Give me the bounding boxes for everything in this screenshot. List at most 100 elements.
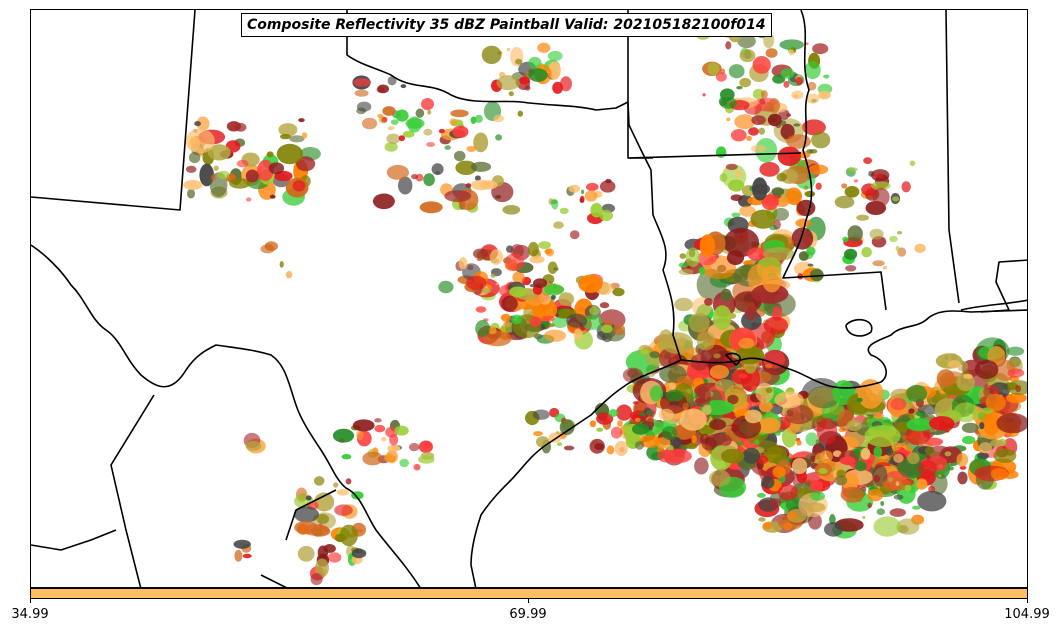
- reflectivity-blob: [354, 89, 369, 97]
- reflectivity-blob: [948, 466, 954, 471]
- reflectivity-blob: [185, 165, 197, 173]
- reflectivity-blob: [780, 123, 795, 140]
- reflectivity-blob: [857, 379, 884, 409]
- reflectivity-blob: [537, 42, 551, 53]
- reflectivity-blob: [431, 163, 444, 176]
- reflectivity-blob: [854, 460, 867, 472]
- reflectivity-blob: [841, 183, 848, 189]
- reflectivity-blob: [876, 508, 885, 515]
- reflectivity-blob: [824, 522, 844, 537]
- reflectivity-blob: [900, 448, 907, 453]
- reflectivity-blob: [871, 181, 891, 191]
- reflectivity-blob: [658, 408, 674, 421]
- reflectivity-blob: [292, 180, 306, 192]
- reflectivity-blob: [632, 423, 650, 435]
- reflectivity-blob: [713, 353, 721, 359]
- reflectivity-blob: [479, 180, 498, 190]
- reflectivity-blob: [380, 437, 387, 442]
- border-nm-co: [31, 10, 196, 211]
- reflectivity-blob: [959, 465, 967, 470]
- reflectivity-blob: [890, 397, 907, 411]
- reflectivity-blob: [815, 182, 822, 190]
- reflectivity-blob: [245, 169, 259, 183]
- reflectivity-blob: [563, 445, 575, 451]
- reflectivity-blob: [545, 248, 555, 257]
- reflectivity-blob: [961, 422, 979, 433]
- reflectivity-blob: [807, 81, 817, 91]
- reflectivity-blob: [842, 236, 849, 243]
- reflectivity-blob: [194, 121, 202, 127]
- reflectivity-blob: [829, 514, 836, 525]
- reflectivity-blob: [421, 98, 434, 111]
- reflectivity-blob: [599, 209, 613, 222]
- reflectivity-blob: [765, 387, 773, 394]
- border-ms-al: [945, 10, 960, 304]
- reflectivity-blob: [217, 170, 230, 180]
- reflectivity-blob: [763, 349, 786, 369]
- reflectivity-blob: [661, 426, 678, 441]
- reflectivity-blob: [856, 214, 869, 221]
- reflectivity-blob: [538, 241, 551, 250]
- reflectivity-blob: [196, 116, 210, 131]
- reflectivity-blob: [529, 284, 536, 288]
- reflectivity-blob: [481, 287, 492, 294]
- reflectivity-blob: [719, 173, 728, 183]
- reflectivity-blob: [730, 129, 747, 142]
- reflectivity-blob: [873, 413, 885, 419]
- reflectivity-blob: [806, 246, 816, 256]
- reflectivity-blob: [354, 548, 363, 554]
- reflectivity-blob: [746, 135, 752, 142]
- reflectivity-blob: [678, 262, 689, 268]
- reflectivity-blob: [285, 271, 293, 279]
- reflectivity-blob: [508, 91, 514, 97]
- reflectivity-blob: [807, 263, 814, 267]
- reflectivity-blob: [777, 146, 801, 166]
- reflectivity-blob: [728, 64, 745, 79]
- reflectivity-blob: [929, 416, 955, 431]
- reflectivity-blob: [266, 151, 274, 158]
- border-mexico-states-2: [31, 529, 117, 551]
- reflectivity-blob: [606, 445, 615, 455]
- reflectivity-blob: [862, 516, 866, 519]
- reflectivity-blob: [777, 484, 799, 501]
- reflectivity-blob: [761, 194, 779, 211]
- reflectivity-blob: [784, 404, 814, 425]
- reflectivity-blob: [390, 119, 399, 125]
- colorbar-tick: [30, 599, 31, 603]
- reflectivity-blob: [599, 180, 616, 193]
- reflectivity-blob: [873, 475, 881, 483]
- reflectivity-blob: [756, 493, 766, 498]
- reflectivity-blob: [394, 425, 409, 436]
- reflectivity-blob: [834, 475, 848, 486]
- reflectivity-blob: [551, 198, 559, 210]
- reflectivity-blob: [616, 404, 633, 421]
- reflectivity-blob: [341, 454, 352, 460]
- reflectivity-blob: [728, 179, 745, 192]
- reflectivity-blob: [721, 448, 745, 464]
- reflectivity-blob: [744, 306, 758, 321]
- reflectivity-blob: [384, 142, 398, 152]
- reflectivity-blob: [982, 410, 1000, 436]
- reflectivity-blob: [847, 225, 863, 243]
- reflectivity-blob: [812, 43, 829, 55]
- reflectivity-blob: [759, 400, 773, 413]
- reflectivity-blob: [268, 162, 285, 175]
- reflectivity-blob: [747, 247, 769, 261]
- reflectivity-blob: [734, 170, 742, 179]
- reflectivity-blob: [809, 491, 826, 501]
- reflectivity-blob: [761, 475, 775, 489]
- reflectivity-blob: [387, 76, 397, 86]
- reflectivity-blob: [807, 386, 840, 409]
- reflectivity-blob: [765, 48, 778, 58]
- reflectivity-blob: [738, 373, 748, 379]
- reflectivity-blob: [613, 324, 626, 336]
- reflectivity-blob: [372, 193, 395, 210]
- reflectivity-blob: [474, 175, 481, 181]
- reflectivity-blob: [795, 218, 811, 228]
- reflectivity-blob: [796, 439, 802, 446]
- reflectivity-blob: [381, 116, 388, 123]
- reflectivity-blob: [639, 435, 661, 448]
- border-mexico-states-4: [285, 489, 337, 541]
- reflectivity-blob: [739, 49, 756, 63]
- reflectivity-blob: [786, 409, 794, 417]
